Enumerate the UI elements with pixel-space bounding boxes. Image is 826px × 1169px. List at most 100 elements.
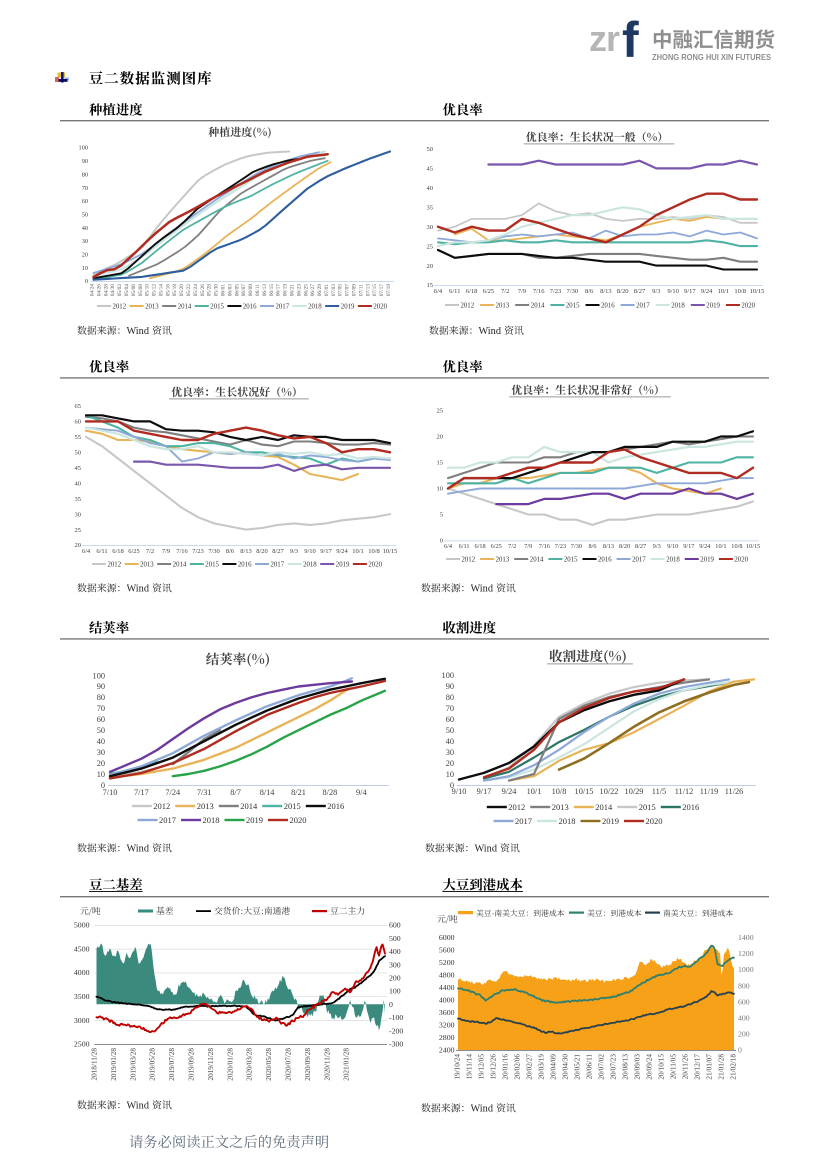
svg-text:60: 60: [97, 715, 105, 724]
svg-text:70: 70: [446, 704, 454, 713]
svg-text:2020: 2020: [290, 815, 307, 825]
svg-text:2013: 2013: [197, 801, 214, 811]
svg-text:10/15: 10/15: [750, 288, 765, 295]
svg-text:20/10/15: 20/10/15: [658, 1054, 666, 1080]
svg-text:2020/01/28: 2020/01/28: [226, 1048, 234, 1081]
svg-text:20/08/13: 20/08/13: [622, 1054, 630, 1080]
svg-text:6/11: 6/11: [96, 548, 107, 555]
svg-text:0: 0: [450, 781, 454, 790]
svg-text:20/07/02: 20/07/02: [598, 1054, 606, 1080]
svg-text:2014: 2014: [530, 556, 544, 563]
svg-text:7/16: 7/16: [176, 548, 188, 555]
svg-text:06/21: 06/21: [290, 284, 296, 297]
svg-text:10/8: 10/8: [552, 787, 567, 796]
svg-text:2020: 2020: [373, 303, 387, 310]
svg-text:55: 55: [75, 434, 82, 441]
svg-text:05/14: 05/14: [159, 284, 165, 297]
svg-text:10/1: 10/1: [352, 548, 364, 555]
svg-text:6/25: 6/25: [491, 543, 502, 550]
svg-text:2017: 2017: [636, 302, 650, 309]
svg-text:2014: 2014: [173, 561, 187, 568]
svg-text:20/09/03: 20/09/03: [634, 1054, 642, 1080]
svg-text:20/05/21: 20/05/21: [574, 1054, 582, 1080]
svg-text:2017: 2017: [515, 816, 532, 826]
svg-text:2015: 2015: [564, 556, 578, 563]
svg-text:2016: 2016: [327, 801, 344, 811]
svg-text:2019/09/28: 2019/09/28: [188, 1048, 196, 1081]
svg-text:06/19: 06/19: [283, 284, 289, 297]
svg-text:8/13: 8/13: [240, 548, 252, 555]
svg-text:2018: 2018: [203, 815, 220, 825]
svg-text:30: 30: [427, 224, 434, 231]
svg-text:65: 65: [75, 403, 82, 410]
svg-text:20: 20: [427, 263, 434, 270]
svg-text:05/20: 05/20: [179, 284, 185, 297]
svg-text:2018: 2018: [308, 303, 322, 310]
svg-text:80: 80: [446, 693, 454, 702]
svg-text:05/10: 05/10: [145, 284, 151, 297]
svg-text:7/9: 7/9: [518, 288, 526, 295]
svg-text:10/1: 10/1: [718, 288, 730, 295]
svg-text:05/30: 05/30: [214, 284, 220, 297]
svg-text:5000: 5000: [74, 921, 90, 930]
svg-text:2020: 2020: [646, 816, 663, 826]
svg-text:8/27: 8/27: [634, 288, 646, 295]
svg-text:10/15: 10/15: [575, 787, 594, 796]
svg-text:10/29: 10/29: [625, 787, 644, 796]
svg-text:30: 30: [446, 748, 454, 757]
svg-text:60: 60: [82, 198, 88, 205]
svg-text:6/11: 6/11: [449, 288, 460, 295]
svg-text:07/03: 07/03: [331, 284, 337, 297]
svg-text:35: 35: [427, 205, 434, 212]
svg-text:20/04/09: 20/04/09: [550, 1054, 558, 1080]
svg-text:07/05: 07/05: [338, 284, 344, 297]
svg-text:07/09: 07/09: [352, 284, 358, 297]
svg-text:2012: 2012: [108, 561, 122, 568]
svg-text:07/15: 07/15: [372, 284, 378, 297]
svg-text:06/09: 06/09: [248, 284, 254, 297]
svg-text:2012: 2012: [153, 801, 170, 811]
svg-text:-200: -200: [389, 1026, 403, 1035]
svg-text:30: 30: [97, 748, 105, 757]
svg-text:0: 0: [101, 781, 105, 790]
svg-text:10: 10: [97, 770, 105, 779]
svg-text:19/11/14: 19/11/14: [466, 1054, 474, 1080]
svg-text:11/5: 11/5: [652, 787, 666, 796]
svg-text:90: 90: [446, 682, 454, 691]
svg-text:9/10: 9/10: [667, 543, 678, 550]
svg-text:800: 800: [738, 981, 750, 990]
svg-text:600: 600: [389, 921, 401, 930]
svg-text:3000: 3000: [74, 1016, 90, 1025]
svg-text:7/17: 7/17: [134, 788, 149, 797]
svg-text:21/02/18: 21/02/18: [730, 1054, 738, 1080]
svg-text:05/08: 05/08: [138, 284, 144, 297]
svg-text:90: 90: [97, 682, 105, 691]
svg-text:2012: 2012: [113, 303, 127, 310]
svg-text:20: 20: [97, 759, 105, 768]
svg-text:2019/05/28: 2019/05/28: [149, 1048, 157, 1081]
svg-text:10/15: 10/15: [383, 548, 398, 555]
svg-text:70: 70: [97, 704, 105, 713]
svg-text:-300: -300: [389, 1040, 403, 1049]
svg-text:6/4: 6/4: [82, 548, 91, 555]
svg-text:2012: 2012: [462, 556, 476, 563]
svg-text:2015: 2015: [284, 801, 301, 811]
svg-text:4000: 4000: [439, 996, 455, 1005]
svg-text:20: 20: [446, 759, 454, 768]
svg-text:zr: zr: [589, 18, 620, 59]
svg-text:05/12: 05/12: [152, 284, 158, 297]
svg-text:2013: 2013: [552, 802, 569, 812]
svg-text:9/4: 9/4: [356, 788, 367, 797]
svg-text:25: 25: [75, 527, 82, 534]
svg-text:06/07: 06/07: [241, 284, 247, 297]
svg-text:2017: 2017: [271, 561, 285, 568]
svg-text:20/11/26: 20/11/26: [682, 1054, 690, 1080]
svg-text:1400: 1400: [738, 933, 754, 942]
svg-text:07/17: 07/17: [379, 284, 385, 297]
svg-text:06/17: 06/17: [276, 284, 282, 297]
svg-text:8/27: 8/27: [635, 543, 646, 550]
svg-text:2014: 2014: [595, 802, 613, 812]
svg-text:3200: 3200: [439, 1021, 455, 1030]
svg-text:45: 45: [427, 166, 434, 173]
svg-text:10: 10: [446, 770, 454, 779]
